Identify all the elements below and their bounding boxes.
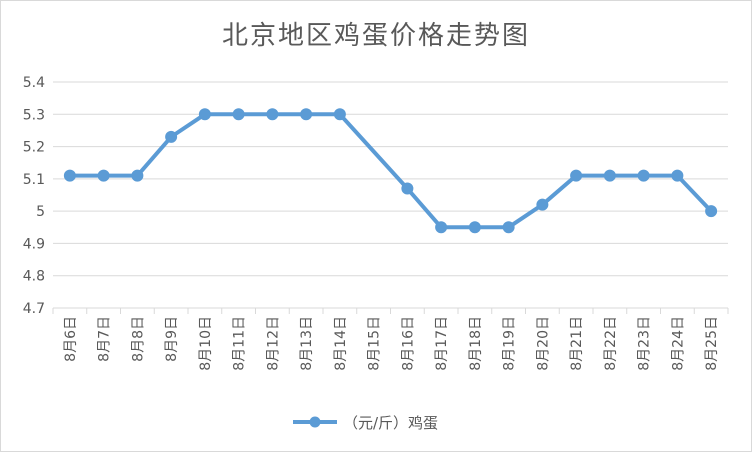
data-point bbox=[131, 169, 144, 182]
x-tick-label: 8月6日 bbox=[63, 316, 79, 362]
legend-swatch-marker bbox=[309, 416, 321, 428]
data-point bbox=[705, 205, 718, 218]
data-point bbox=[468, 221, 481, 234]
y-tick-label: 5.3 bbox=[23, 107, 45, 123]
data-point bbox=[165, 130, 178, 143]
x-tick-label: 8月14日 bbox=[333, 316, 349, 371]
data-point bbox=[232, 108, 245, 121]
data-point bbox=[435, 221, 448, 234]
data-point bbox=[198, 108, 211, 121]
x-tick-label: 8月12日 bbox=[265, 316, 281, 371]
data-point bbox=[603, 169, 616, 182]
data-point bbox=[63, 169, 76, 182]
x-tick-label: 8月15日 bbox=[367, 316, 383, 371]
x-tick-label: 8月20日 bbox=[535, 316, 551, 371]
x-tick-label: 8月23日 bbox=[637, 316, 653, 371]
data-point bbox=[536, 198, 549, 211]
y-tick-label: 5 bbox=[36, 204, 45, 220]
data-point bbox=[637, 169, 650, 182]
x-tick-label: 8月18日 bbox=[468, 316, 484, 371]
x-tick-label: 8月13日 bbox=[299, 316, 315, 371]
y-tick-label: 5.2 bbox=[23, 140, 45, 156]
x-tick-label: 8月25日 bbox=[704, 316, 720, 371]
x-tick-label: 8月9日 bbox=[164, 316, 180, 362]
x-tick-label: 8月22日 bbox=[603, 316, 619, 371]
data-point bbox=[570, 169, 583, 182]
data-point bbox=[266, 108, 279, 121]
y-tick-label: 4.9 bbox=[23, 236, 45, 252]
y-tick-label: 4.8 bbox=[23, 269, 45, 285]
data-point bbox=[333, 108, 346, 121]
x-tick-label: 8月17日 bbox=[434, 316, 450, 371]
x-tick-label: 8月24日 bbox=[670, 316, 686, 371]
data-point bbox=[671, 169, 684, 182]
data-point bbox=[401, 182, 414, 195]
chart-title: 北京地区鸡蛋价格走势图 bbox=[221, 21, 530, 51]
y-tick-label: 5.1 bbox=[23, 172, 45, 188]
x-tick-label: 8月10日 bbox=[198, 316, 214, 371]
series-line bbox=[69, 112, 713, 230]
x-tick-label: 8月11日 bbox=[232, 316, 248, 371]
y-tick-label: 4.7 bbox=[23, 301, 45, 317]
legend-label: （元/斤）鸡蛋 bbox=[343, 414, 438, 432]
x-tick-label: 8月7日 bbox=[97, 316, 113, 362]
x-tick-label: 8月8日 bbox=[130, 316, 146, 362]
data-point bbox=[502, 221, 515, 234]
x-tick-label: 8月16日 bbox=[400, 316, 416, 371]
x-tick-label: 8月21日 bbox=[569, 316, 585, 371]
data-point bbox=[97, 169, 110, 182]
data-point bbox=[300, 108, 313, 121]
x-tick-label: 8月19日 bbox=[502, 316, 518, 371]
y-tick-label: 5.4 bbox=[23, 75, 45, 91]
